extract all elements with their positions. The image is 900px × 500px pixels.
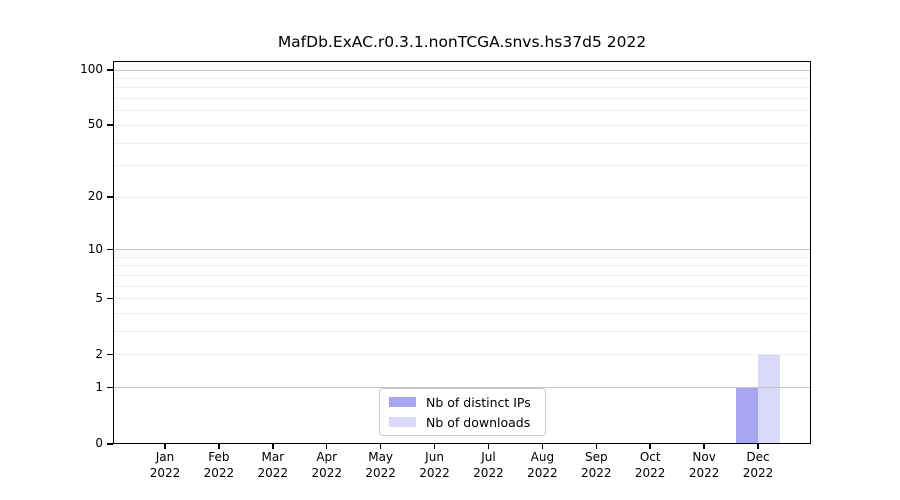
minor-gridline <box>114 87 810 89</box>
x-axis-tick <box>325 442 328 449</box>
minor-gridline <box>114 256 810 258</box>
x-axis-tick <box>541 442 544 449</box>
legend-item-downloads: Nb of downloads <box>389 415 545 430</box>
x-tick-label-year: 2022 <box>419 465 450 480</box>
x-axis-tick <box>757 442 759 449</box>
minor-gridline <box>114 274 810 276</box>
x-axis-tick <box>164 442 166 449</box>
y-tick-label: 0 <box>95 436 103 450</box>
x-axis-tick <box>487 442 490 449</box>
x-tick-label: Aug 2022 <box>512 450 572 481</box>
legend-label-distinct-ips: Nb of distinct IPs <box>426 394 531 410</box>
y-axis-tick <box>107 443 113 445</box>
bar-downloads <box>757 354 780 444</box>
minor-gridline <box>114 331 810 333</box>
minor-gridline <box>114 142 810 144</box>
x-tick-label: Jul 2022 <box>458 450 518 481</box>
plot-area <box>113 61 811 444</box>
minor-gridline <box>114 313 810 315</box>
x-tick-label: Oct 2022 <box>620 450 680 481</box>
x-tick-label: Sep 2022 <box>566 450 626 481</box>
legend: Nb of distinct IPs Nb of downloads <box>379 388 546 436</box>
y-axis-tick <box>107 124 113 126</box>
y-axis-tick <box>107 297 113 300</box>
x-tick-label: Nov 2022 <box>674 450 734 481</box>
minor-gridline <box>114 196 810 198</box>
y-axis-tick <box>107 196 113 198</box>
x-tick-label: Jan 2022 <box>135 450 195 481</box>
x-tick-label: May 2022 <box>351 450 411 481</box>
x-tick-label: Dec 2022 <box>728 450 788 481</box>
minor-gridline <box>114 124 810 126</box>
minor-gridline <box>114 265 810 267</box>
x-axis-tick <box>218 442 220 449</box>
legend-swatch-downloads <box>389 417 416 427</box>
chart-title: MafDb.ExAC.r0.3.1.nonTCGA.snvs.hs37d5 20… <box>277 33 647 51</box>
minor-gridline <box>114 110 810 112</box>
legend-swatch-distinct-ips <box>389 397 416 407</box>
x-tick-label-year: 2022 <box>742 465 774 480</box>
y-axis-tick <box>107 69 113 71</box>
y-tick-label: 100 <box>80 62 103 76</box>
x-tick-label: Apr 2022 <box>297 450 357 481</box>
x-axis-tick <box>433 442 436 449</box>
minor-gridline <box>114 98 810 100</box>
legend-label-downloads: Nb of downloads <box>426 414 531 430</box>
y-tick-label: 5 <box>95 290 103 305</box>
y-tick-label: 50 <box>87 117 103 132</box>
y-axis-tick <box>107 248 113 251</box>
x-tick-label-year: 2022 <box>473 465 504 480</box>
x-tick-label-year: 2022 <box>311 465 342 480</box>
minor-gridline <box>114 285 810 287</box>
y-axis-tick <box>107 386 113 389</box>
x-tick-label-year: 2022 <box>257 465 289 480</box>
y-tick-label: 20 <box>87 189 103 204</box>
x-tick-label-year: 2022 <box>527 465 558 480</box>
x-tick-label-year: 2022 <box>365 465 396 480</box>
minor-gridline <box>114 298 810 300</box>
y-axis-tick <box>107 353 113 356</box>
y-tick-label: 10 <box>87 241 103 256</box>
major-gridline <box>114 387 810 389</box>
x-tick-label: Jun 2022 <box>405 450 465 481</box>
major-gridline <box>114 69 810 71</box>
minor-gridline <box>114 354 810 356</box>
x-axis-tick <box>703 442 705 449</box>
y-tick-label: 1 <box>95 379 103 394</box>
x-tick-label-year: 2022 <box>203 465 235 480</box>
major-gridline <box>114 249 810 251</box>
x-tick-label-year: 2022 <box>580 465 612 480</box>
bar-distinct-ips <box>735 387 758 444</box>
x-axis-tick <box>595 442 598 449</box>
x-tick-label: Mar 2022 <box>243 450 303 481</box>
y-tick-label: 2 <box>95 346 103 361</box>
x-axis-tick <box>272 442 274 449</box>
legend-item-distinct-ips: Nb of distinct IPs <box>389 395 545 410</box>
x-tick-label-year: 2022 <box>634 465 666 480</box>
x-tick-label-year: 2022 <box>149 465 181 480</box>
minor-gridline <box>114 165 810 167</box>
x-tick-label: Feb 2022 <box>189 450 249 481</box>
x-axis-tick <box>379 442 382 449</box>
x-tick-label-year: 2022 <box>688 465 720 480</box>
x-axis-tick <box>649 442 651 449</box>
minor-gridline <box>114 77 810 79</box>
